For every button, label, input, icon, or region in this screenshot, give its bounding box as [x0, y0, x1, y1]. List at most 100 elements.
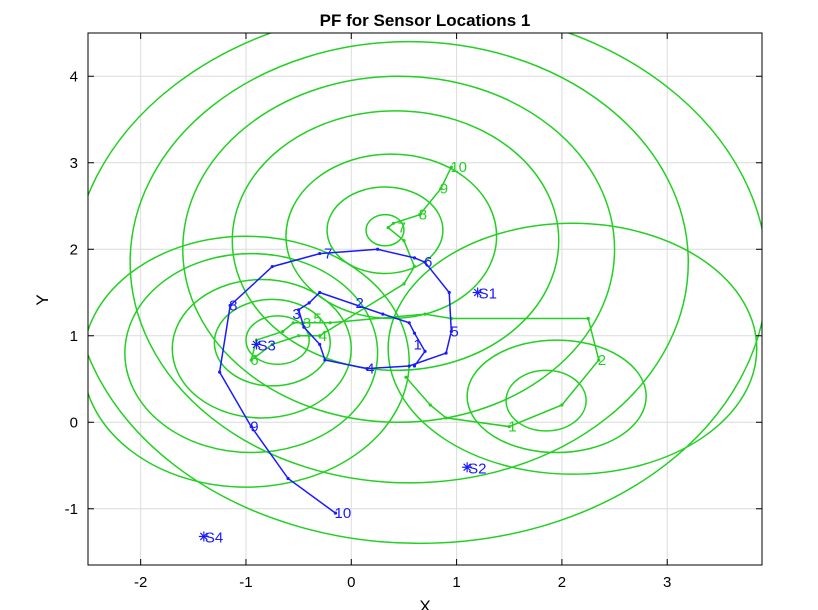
true-path-point — [297, 308, 301, 312]
y-tick-label: -1 — [65, 501, 78, 518]
x-tick-label: -1 — [239, 574, 252, 591]
x-tick-label: 2 — [558, 574, 566, 591]
y-tick-label: 1 — [70, 328, 78, 345]
grid — [88, 33, 762, 565]
true-path-point — [407, 321, 411, 325]
true-path-point — [423, 260, 427, 264]
estimate-point — [404, 375, 408, 379]
true-path-point — [407, 364, 411, 368]
estimate-point — [318, 334, 322, 338]
true-path-point — [447, 290, 451, 295]
x-tick-label: 3 — [663, 574, 671, 591]
uncertainty-ellipse — [365, 213, 405, 247]
true-path-point — [228, 303, 232, 308]
true-step-label: 9 — [250, 419, 258, 436]
estimate-point — [249, 358, 253, 362]
uncertainty-ellipse — [129, 40, 690, 484]
sensor-marker-s2 — [462, 462, 473, 473]
true-path-point — [218, 370, 222, 374]
estimate-point — [402, 282, 406, 286]
true-step-label: 5 — [450, 323, 458, 340]
estimate-step-label: 6 — [250, 352, 258, 369]
estimate-point — [291, 321, 295, 325]
uncertainty-ellipse — [245, 315, 310, 366]
true-path-point — [412, 256, 417, 260]
true-step-label: 1 — [413, 336, 421, 353]
sensors: S1 S2 S3 S4 — [198, 286, 497, 546]
true-path-point — [318, 342, 322, 347]
true-path-point — [318, 290, 322, 295]
true-path-point — [249, 424, 253, 429]
x-tick-label: 0 — [347, 574, 355, 591]
estimate-point — [328, 321, 332, 325]
true-path-point — [323, 358, 327, 362]
y-axis-label: Y — [33, 294, 52, 305]
true-path-point — [307, 301, 311, 305]
estimate-step-label: 8 — [419, 207, 427, 224]
true-path-point — [302, 325, 306, 329]
estimate-point — [418, 213, 422, 217]
true-path-point — [333, 511, 338, 515]
uncertainty-ellipse — [171, 278, 353, 419]
true-step-label: 10 — [334, 505, 351, 522]
true-step-label: 8 — [229, 297, 237, 314]
estimate-point — [586, 316, 590, 321]
y-tick-label: 3 — [70, 155, 78, 172]
x-axis-label: X — [419, 597, 430, 610]
estimate-point — [428, 403, 432, 407]
estimate-point — [307, 334, 311, 338]
sensor-marker-s3 — [251, 339, 262, 350]
uncertainty-ellipse — [466, 339, 647, 454]
uncertainty-ellipse — [285, 153, 498, 320]
estimate-point — [386, 226, 390, 230]
uncertainty-ellipse — [182, 75, 616, 424]
estimate-point — [423, 312, 427, 316]
uncertainty-ellipse — [326, 186, 444, 275]
true-path-point — [381, 312, 385, 316]
y-tick-label: 4 — [70, 68, 78, 85]
true-step-label: 7 — [324, 246, 332, 263]
true-step-label: 4 — [366, 361, 374, 378]
uncertainty-ellipse — [231, 110, 560, 372]
chart-title: PF for Sensor Locations 1 — [320, 11, 531, 30]
true-path-point — [286, 476, 290, 481]
estimate-step-label: 4 — [319, 328, 327, 345]
sensor-marker-s4 — [198, 531, 209, 542]
estimate-point — [270, 342, 274, 347]
uncertainty-ellipse — [213, 298, 331, 387]
estimate-step-label: 3 — [303, 315, 311, 332]
ellipses — [88, 33, 762, 545]
sensor-marker-s1 — [472, 287, 483, 298]
estimate-step-label: 9 — [440, 181, 448, 198]
estimate-point — [281, 329, 285, 334]
true-path-point — [365, 367, 369, 371]
sensor-label: S2 — [468, 460, 486, 477]
x-tick-label: 1 — [452, 574, 460, 591]
estimate-step-label: 2 — [598, 352, 606, 369]
sensor-label: S1 — [479, 286, 497, 303]
true-step-label: 3 — [292, 306, 300, 323]
uncertainty-ellipse — [387, 222, 758, 475]
true-path-point — [449, 329, 453, 334]
y-tick-label: 2 — [70, 241, 78, 258]
true-path-point — [376, 247, 380, 251]
true-path-point — [412, 364, 417, 368]
sensor-label: S4 — [205, 529, 223, 546]
estimate-point — [444, 416, 448, 420]
sensor-label: S3 — [258, 337, 276, 354]
uncertainty-ellipse — [124, 252, 379, 454]
true-step-label: 6 — [424, 254, 432, 271]
estimate-point — [597, 358, 601, 362]
true-path-line — [218, 248, 453, 514]
estimate-point — [449, 165, 453, 169]
estimate-point — [297, 334, 301, 338]
estimate-point — [402, 239, 406, 243]
true-path-point — [423, 349, 427, 353]
estimate-step-label: 7 — [398, 220, 406, 237]
true-path-point — [444, 351, 448, 355]
estimate-point — [439, 187, 443, 191]
